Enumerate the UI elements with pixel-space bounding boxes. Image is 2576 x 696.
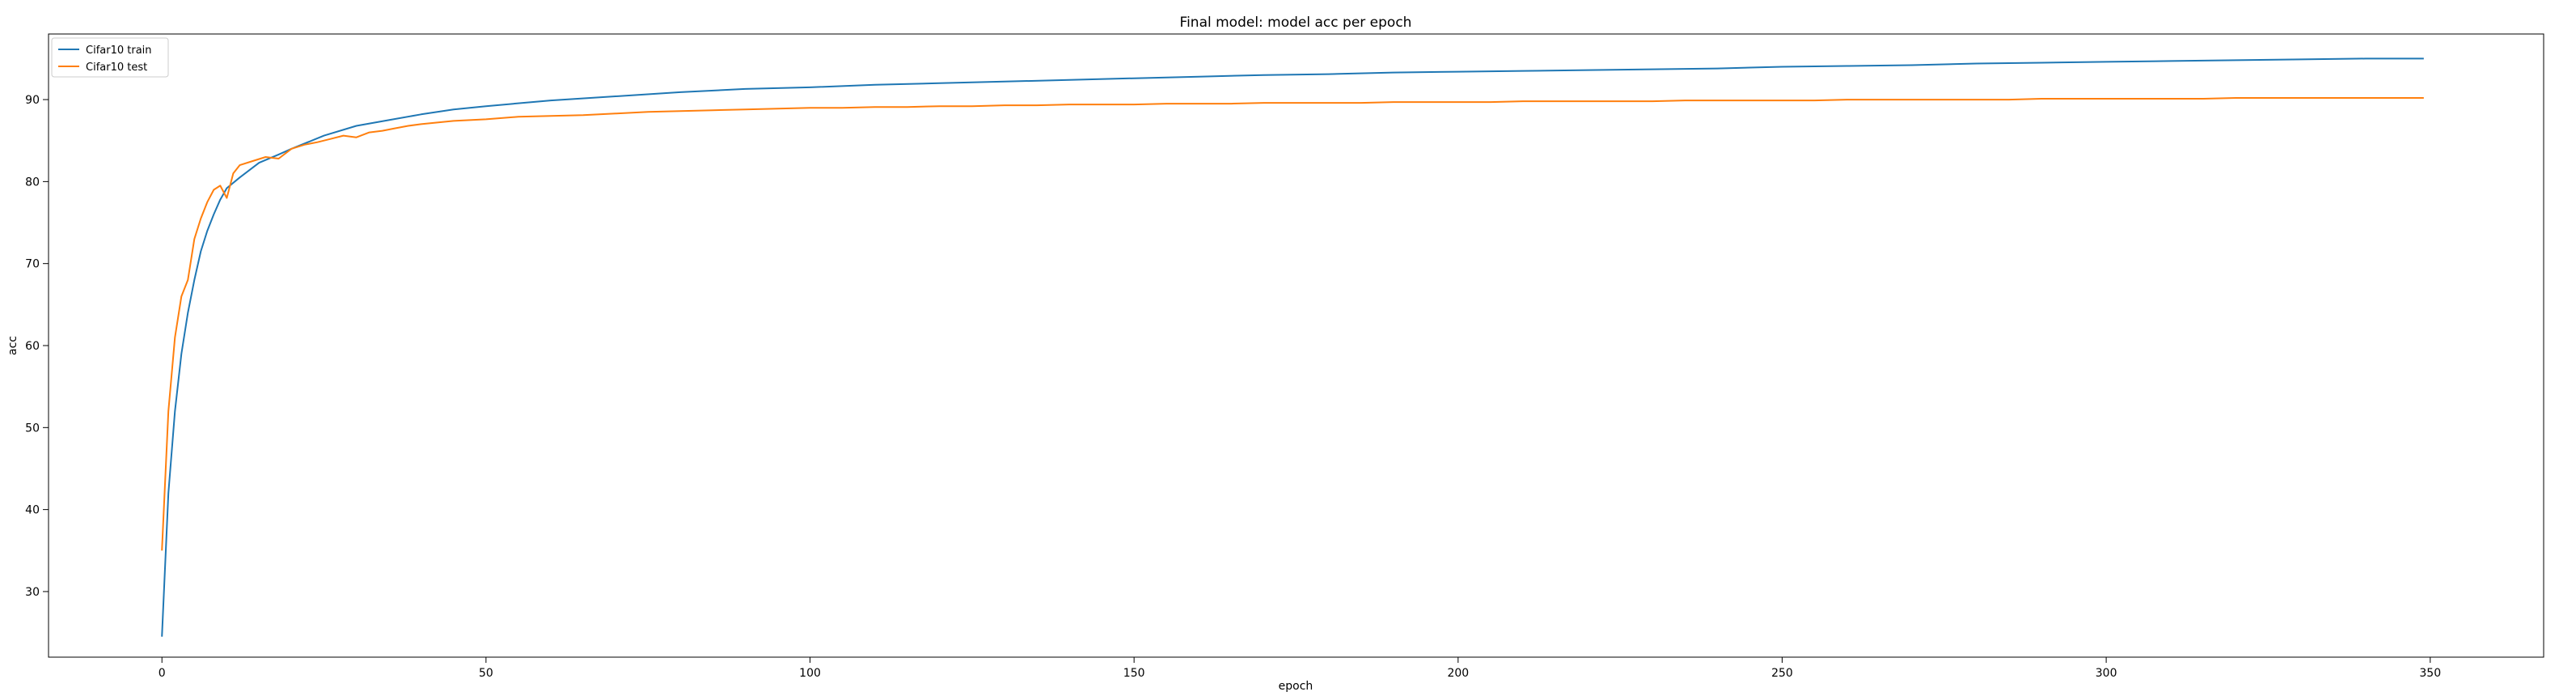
y-tick-label: 70 [25,258,40,271]
chart-title: Final model: model acc per epoch [1180,15,1412,31]
y-tick-label: 60 [25,340,40,353]
legend-label-train: Cifar10 train [86,45,152,57]
x-tick-label: 250 [1771,667,1793,680]
y-tick-label: 80 [25,176,40,189]
x-tick-label: 50 [479,667,493,680]
x-ticks: 0 50 100 150 200 250 300 350 [159,657,2441,680]
plot-area [48,33,2544,658]
series-line-test [161,97,2424,551]
series-lines [161,57,2424,637]
y-tick-label: 50 [25,422,40,435]
legend-box [51,37,169,78]
x-axis-label: epoch [1279,680,1313,693]
x-tick-label: 350 [2419,667,2441,680]
x-tick-label: 100 [799,667,821,680]
y-tick-label: 30 [25,586,40,599]
legend: Cifar10 train Cifar10 test [51,37,169,78]
y-axis-label: acc [6,336,19,355]
y-tick-label: 40 [25,504,40,517]
x-tick-label: 0 [159,667,166,680]
y-tick-label: 90 [25,94,40,107]
series-line-train [161,57,2424,637]
x-tick-label: 150 [1123,667,1145,680]
legend-label-test: Cifar10 test [86,62,147,74]
y-ticks: 30 40 50 60 70 80 90 [25,94,49,599]
x-tick-label: 300 [2096,667,2117,680]
x-tick-label: 200 [1447,667,1469,680]
